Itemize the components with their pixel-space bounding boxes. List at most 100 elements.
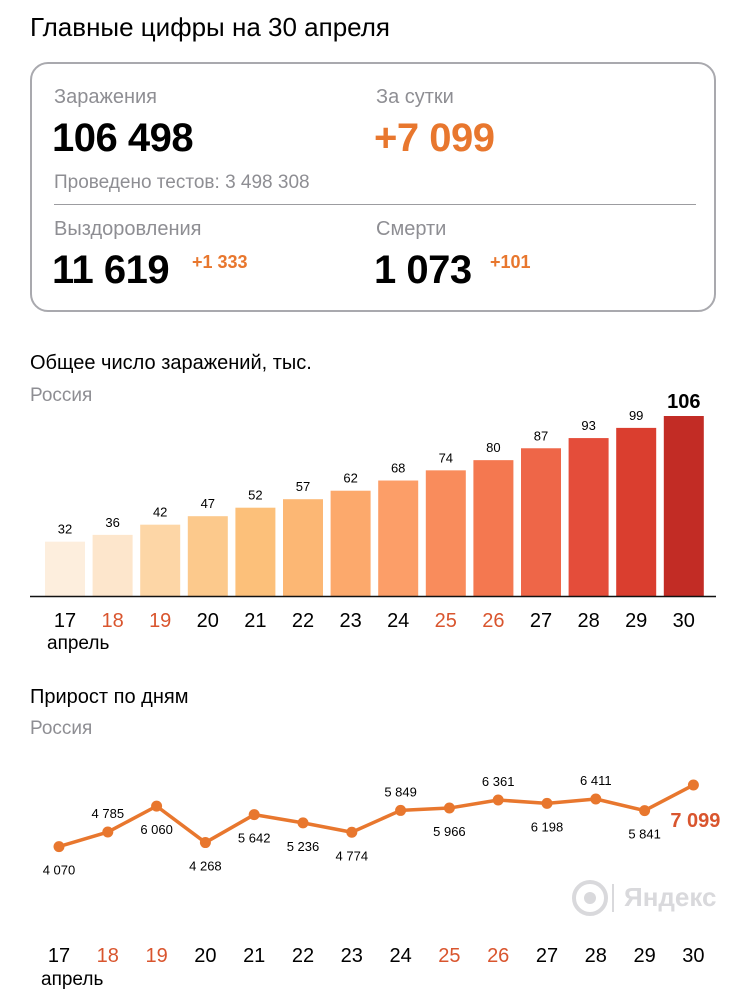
x-tick-label: 26 xyxy=(487,945,509,967)
bar xyxy=(521,448,561,596)
bar xyxy=(140,524,181,596)
x-tick-label: 22 xyxy=(292,945,314,967)
bar-value-label: 57 xyxy=(296,479,310,494)
recoveries-value: 11 619 xyxy=(52,248,170,292)
bar-chart-subtitle: Россия xyxy=(30,385,93,406)
x-tick-label: 18 xyxy=(97,945,119,967)
data-point xyxy=(248,809,260,821)
x-tick-label: 21 xyxy=(243,945,265,967)
x-tick-label: 24 xyxy=(387,610,409,632)
x-tick-label: 26 xyxy=(482,610,504,632)
daily-value: +7 099 xyxy=(374,116,495,160)
infections-value: 106 498 xyxy=(52,116,194,160)
bar-value-label: 62 xyxy=(343,471,357,486)
point-value-label: 4 774 xyxy=(336,848,369,863)
bar-value-label: 68 xyxy=(391,461,405,476)
x-tick-label: 30 xyxy=(673,610,695,632)
recoveries-label: Выздоровления xyxy=(54,218,202,240)
x-tick-label: 30 xyxy=(682,945,704,967)
bar-value-label: 99 xyxy=(629,408,643,423)
bar-value-label: 87 xyxy=(534,428,548,443)
x-tick-label: 24 xyxy=(389,945,411,967)
recoveries-delta: +1 333 xyxy=(192,252,248,272)
point-value-label: 4 785 xyxy=(92,806,125,821)
bar-value-label: 106 xyxy=(667,391,700,413)
data-point xyxy=(443,802,455,814)
logo-divider xyxy=(612,884,614,912)
x-tick-label: 22 xyxy=(292,610,314,632)
data-point xyxy=(395,804,407,816)
infections-label: Заражения xyxy=(54,86,157,108)
bar xyxy=(616,427,657,596)
x-tick-label: 23 xyxy=(339,610,361,632)
x-tick-label: 27 xyxy=(530,610,552,632)
bar-value-label: 80 xyxy=(486,440,500,455)
x-tick-label: 25 xyxy=(438,945,460,967)
bar-value-label: 74 xyxy=(439,450,453,465)
point-value-label: 5 849 xyxy=(384,784,417,799)
point-value-label: 6 060 xyxy=(140,822,173,837)
point-value-label: 5 236 xyxy=(287,839,320,854)
series-line xyxy=(58,783,695,849)
point-value-label: 7 099 xyxy=(670,810,720,832)
yandex-logo-icon xyxy=(572,880,608,916)
yandex-logo: Яндекс xyxy=(572,878,722,918)
line-chart-title: Прирост по дням xyxy=(30,686,189,708)
data-point xyxy=(346,826,358,838)
data-point xyxy=(639,805,651,817)
data-point xyxy=(590,793,602,805)
x-tick-label: 19 xyxy=(145,945,167,967)
bar-value-label: 47 xyxy=(201,496,215,511)
x-tick-label: 29 xyxy=(625,610,647,632)
bar xyxy=(235,507,276,596)
deaths-delta: +101 xyxy=(490,252,531,272)
x-tick-label: 17 xyxy=(54,610,76,632)
bar-value-label: 36 xyxy=(105,515,119,530)
x-tick-label: 17 xyxy=(48,945,70,967)
data-point xyxy=(687,779,699,791)
bar-value-label: 52 xyxy=(248,488,262,503)
deaths-value: 1 073 xyxy=(374,248,472,292)
x-tick-label: 18 xyxy=(101,610,123,632)
month-label: апрель xyxy=(41,969,103,990)
data-point xyxy=(492,794,504,806)
bar-chart-title: Общее число заражений, тыс. xyxy=(30,352,312,374)
point-value-label: 6 361 xyxy=(482,774,515,789)
point-value-label: 6 411 xyxy=(580,773,612,788)
data-point xyxy=(102,826,114,838)
bar xyxy=(425,470,466,596)
line-chart: 4 070 17 4 785 18 6 060 19 4 268 20 5 642 21 5 236… xyxy=(41,773,720,990)
x-tick-label: 27 xyxy=(536,945,558,967)
x-tick-label: 28 xyxy=(577,610,599,632)
x-tick-label: 19 xyxy=(149,610,171,632)
line-chart-subtitle: Россия xyxy=(30,718,93,739)
data-point xyxy=(297,817,309,829)
x-tick-label: 20 xyxy=(194,945,216,967)
x-tick-label: 23 xyxy=(341,945,363,967)
data-point xyxy=(151,800,163,812)
page-title: Главные цифры на 30 апреля xyxy=(30,12,391,42)
point-value-label: 5 966 xyxy=(433,824,466,839)
logo-text: Яндекс xyxy=(624,882,717,912)
bar xyxy=(187,516,228,596)
summary-card: Заражения 106 498 За сутки +7 099 Провед… xyxy=(30,62,716,312)
bar xyxy=(283,499,323,596)
divider xyxy=(54,204,696,205)
data-point xyxy=(541,797,553,809)
bar-value-label: 42 xyxy=(153,505,167,520)
bar xyxy=(330,490,371,596)
deaths-label: Смерти xyxy=(376,218,447,240)
x-tick-label: 21 xyxy=(244,610,266,632)
tests-text: Проведено тестов: 3 498 308 xyxy=(54,172,310,193)
bar xyxy=(92,534,133,596)
point-value-label: 5 841 xyxy=(628,827,661,842)
point-value-label: 4 070 xyxy=(43,863,76,878)
daily-label: За сутки xyxy=(376,86,454,108)
bar xyxy=(663,416,704,596)
x-tick-label: 28 xyxy=(585,945,607,967)
x-tick-label: 25 xyxy=(435,610,457,632)
data-point xyxy=(199,837,211,849)
point-value-label: 4 268 xyxy=(189,859,222,874)
bar xyxy=(568,438,609,596)
data-point xyxy=(53,841,65,853)
